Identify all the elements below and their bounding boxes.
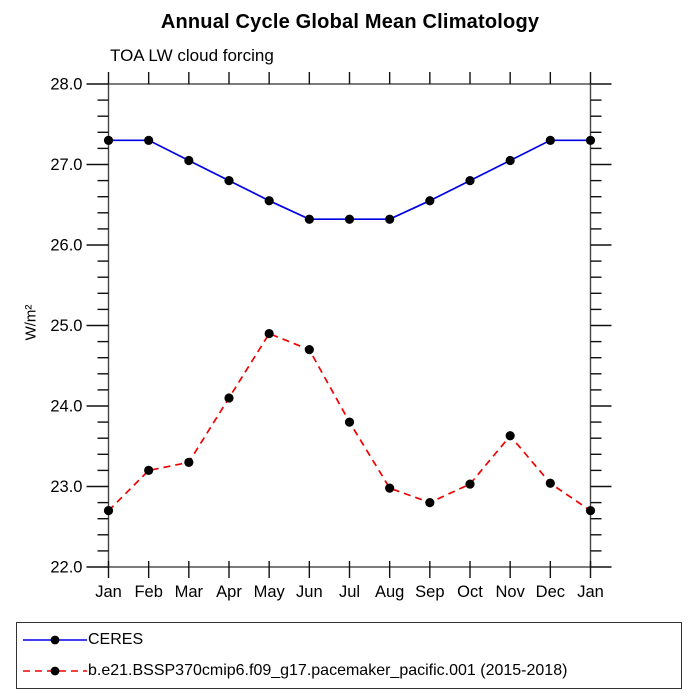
x-tick-label: Jan (95, 583, 122, 601)
x-tick-label: Sep (415, 583, 444, 601)
data-point (385, 214, 395, 224)
data-point (184, 457, 194, 467)
x-tick-label: Apr (216, 583, 242, 601)
y-tick-label: 23.0 (50, 478, 82, 496)
x-tick-label: Feb (134, 583, 162, 601)
data-point (465, 176, 475, 186)
data-point (585, 135, 596, 145)
y-tick-label: 25.0 (50, 317, 82, 335)
data-point (264, 196, 274, 206)
x-tick-label: Nov (495, 583, 525, 601)
data-point (264, 328, 274, 339)
y-tick-label: 26.0 (50, 237, 82, 255)
data-point (425, 498, 435, 508)
x-tick-label: Oct (457, 583, 483, 601)
legend-item-model: b.e21.BSSP370cmip6.f09_g17.pacemaker_pac… (22, 658, 681, 684)
y-tick-label: 24.0 (50, 398, 82, 416)
y-tick-label: 22.0 (50, 559, 82, 577)
data-point (184, 155, 194, 166)
legend-label-ceres: CERES (88, 631, 144, 649)
data-point (425, 196, 435, 206)
data-point (585, 506, 596, 516)
y-tick-label: 28.0 (50, 76, 82, 94)
model-line-sample (23, 666, 87, 676)
ceres-line-sample (23, 635, 87, 645)
x-tick-label: Aug (375, 583, 404, 601)
data-point (144, 135, 154, 145)
data-point (103, 506, 114, 516)
data-point (103, 135, 114, 145)
x-tick-label: Jul (339, 583, 360, 601)
data-point (344, 417, 355, 427)
legend-label-model: b.e21.BSSP370cmip6.f09_g17.pacemaker_pac… (88, 661, 568, 679)
data-point (465, 479, 475, 489)
data-point (545, 135, 555, 145)
legend-item-ceres: CERES (22, 627, 681, 653)
data-point (385, 483, 395, 493)
x-tick-label: May (254, 583, 286, 601)
data-point (505, 155, 515, 166)
x-tick-label: Jan (577, 583, 604, 601)
chart-title: Annual Cycle Global Mean Climatology (160, 11, 540, 33)
data-point (304, 214, 314, 224)
x-tick-label: Jun (296, 583, 323, 601)
legend-box: CERES b.e21.BSSP370cmip6.f09_g17.pacemak… (16, 622, 682, 689)
data-point (224, 176, 234, 186)
y-tick-label: 27.0 (50, 156, 82, 174)
data-point (224, 393, 234, 403)
chart-subtitle: TOA LW cloud forcing (110, 46, 274, 65)
data-point (344, 214, 355, 224)
data-point (144, 465, 154, 475)
x-tick-label: Mar (175, 583, 204, 601)
series-line-0 (108, 139, 591, 221)
data-point (505, 431, 515, 441)
x-tick-label: Dec (536, 583, 565, 601)
data-point (304, 345, 314, 355)
plot-area: 22.0 23.0 24.0 25.0 26.0 27.0 28.0 Jan Feb Mar Apr… (50, 72, 612, 601)
data-point (545, 478, 555, 488)
